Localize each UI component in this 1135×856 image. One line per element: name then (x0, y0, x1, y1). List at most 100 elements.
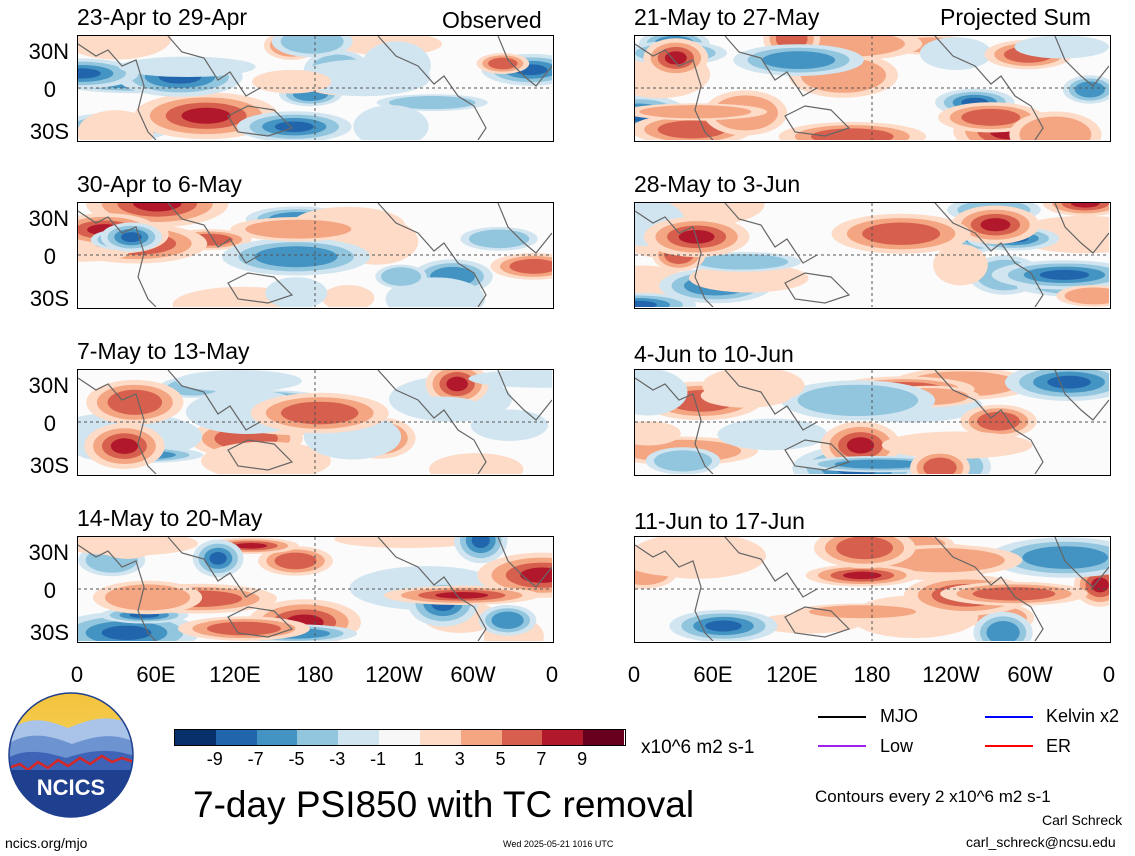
psi850-field (78, 537, 552, 641)
anomaly-contour (234, 543, 268, 549)
colorbar-tick-label: 7 (536, 749, 547, 769)
coastline (78, 544, 157, 641)
anomaly-contour (881, 431, 1033, 459)
site-url[interactable]: ncics.org/mjo (5, 835, 88, 851)
x-tick-120e-left: 120E (209, 662, 261, 687)
coastline (1054, 36, 1109, 87)
coastline (635, 210, 714, 307)
psi850-field (635, 370, 1109, 474)
colorbar-cell (501, 730, 544, 745)
anomaly-contour (635, 300, 657, 307)
colorbar-tick-label: 9 (577, 749, 588, 769)
y-tick-30s: 30S (29, 119, 69, 144)
anomaly-contour (1070, 203, 1100, 208)
anomaly-contour (322, 285, 375, 307)
anomaly-contour (274, 121, 314, 132)
anomaly-contour (977, 411, 1020, 431)
author-email[interactable]: carl_schreck@ncsu.edu (966, 834, 1116, 850)
legend-low-line (818, 745, 866, 747)
panel-1-title: 23-Apr to 29-Apr (77, 4, 248, 30)
psi850-field (635, 36, 1109, 140)
x-tick-120w-right: 120W (922, 662, 980, 687)
anomaly-contour (1019, 116, 1092, 140)
psi850-field (78, 370, 552, 474)
y-tick-30n: 30N (28, 39, 69, 64)
coastline (724, 370, 818, 431)
colorbar-tick-label: -5 (288, 749, 305, 769)
colorbar-tick-label: -3 (329, 749, 346, 769)
anomaly-contour (705, 620, 742, 632)
anomaly-contour (811, 128, 894, 140)
timestamp: Wed 2025-05-21 1016 UTC (503, 839, 614, 849)
coastline (934, 537, 1044, 641)
anomaly-contour (664, 51, 687, 65)
colorbar-cell (338, 730, 381, 745)
colorbar-tick-label: 1 (413, 749, 424, 769)
anomaly-contour (933, 244, 988, 286)
y-tick-30n: 30N (28, 206, 69, 231)
author-name: Carl Schreck (1042, 812, 1123, 828)
x-tick-0-right: 0 (627, 662, 641, 687)
y-tick-30s: 30S (29, 453, 69, 478)
coastline (227, 105, 294, 137)
panel-2-title: 21-May to 27-May (634, 4, 820, 30)
anomaly-contour (702, 370, 805, 404)
anomaly-contour (808, 605, 916, 619)
coastline (1054, 537, 1109, 588)
coastline (167, 537, 261, 598)
colorbar-cell (379, 730, 421, 745)
legend-mjo-label: MJO (880, 706, 918, 726)
anomaly-contour (388, 96, 476, 110)
x-tick-0-end-left: 0 (545, 662, 559, 687)
coastline (784, 272, 851, 304)
anomaly-contour (1064, 287, 1109, 305)
y-tick-0: 0 (43, 578, 56, 603)
observed-label: Observed (442, 7, 542, 33)
colorbar-tick-label: 5 (495, 749, 506, 769)
x-tick-60w-left: 60W (450, 662, 496, 687)
x-tick-0-end-right: 0 (1102, 662, 1116, 687)
colorbar (174, 729, 626, 746)
anomaly-contour (1047, 375, 1091, 389)
coastline (497, 203, 552, 254)
colorbar-cell (297, 730, 340, 745)
coastline (377, 370, 487, 474)
coastline (784, 105, 851, 137)
panel-3-title: 30-Apr to 6-May (77, 171, 242, 197)
anomaly-contour (380, 267, 422, 286)
anomaly-contour (78, 36, 172, 60)
anomaly-contour (201, 441, 331, 474)
colorbar-cell (460, 730, 503, 745)
colorbar-cell (215, 730, 258, 745)
panel-8-title: 11-Jun to 17-Jun (634, 508, 805, 534)
legend-mjo-line (818, 716, 866, 718)
anomaly-contour (334, 537, 482, 548)
x-tick-60e-right: 60E (693, 662, 733, 687)
anomaly-contour (429, 453, 524, 474)
x-tick-60w-right: 60W (1007, 662, 1053, 687)
x-tick-120w-left: 120W (365, 662, 423, 687)
psi850-field (635, 537, 1109, 641)
coastline (1054, 203, 1109, 254)
x-tick-180-left: 180 (296, 662, 334, 687)
anomaly-contour (353, 105, 429, 140)
coastline (78, 210, 157, 307)
anomaly-contour (245, 219, 352, 239)
coastline (377, 537, 487, 641)
map-panel-4 (634, 202, 1111, 309)
anomaly-contour (688, 263, 809, 293)
anomaly-contour (118, 56, 256, 77)
coastline (724, 36, 818, 97)
coastline (635, 43, 714, 140)
anomaly-contour (252, 69, 332, 94)
coastline (934, 36, 1044, 140)
y-tick-0: 0 (43, 77, 56, 102)
y-tick-30s: 30S (29, 286, 69, 311)
coastline (167, 370, 261, 431)
legend-low-label: Low (880, 736, 914, 756)
psi850-field (635, 203, 1109, 307)
coastline (167, 203, 261, 264)
coastline (227, 606, 294, 638)
anomaly-contour (653, 450, 713, 472)
anomaly-contour (468, 370, 552, 388)
